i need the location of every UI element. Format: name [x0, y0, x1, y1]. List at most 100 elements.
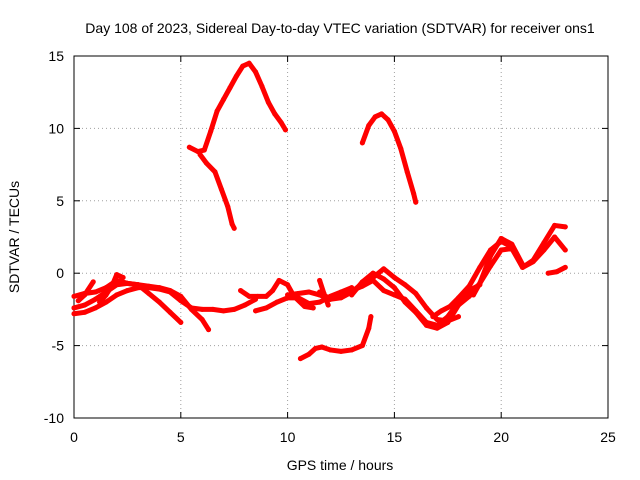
data-point — [214, 108, 220, 114]
data-point — [498, 235, 504, 241]
data-point — [146, 285, 152, 291]
data-point — [167, 309, 173, 315]
series-arc-p — [186, 60, 288, 155]
data-point — [306, 351, 312, 357]
data-point — [325, 302, 331, 308]
data-point — [285, 282, 291, 288]
data-point — [338, 348, 344, 354]
data-point — [188, 305, 194, 311]
data-point — [255, 293, 261, 299]
data-point — [466, 293, 472, 299]
series-line — [238, 277, 316, 311]
y-tick-label: 15 — [48, 48, 64, 64]
series-arc-o — [297, 314, 374, 362]
data-point — [398, 146, 404, 152]
data-point — [477, 280, 483, 286]
data-point — [391, 285, 397, 291]
data-point — [359, 279, 365, 285]
data-point — [186, 144, 192, 150]
data-point — [438, 308, 444, 314]
data-point — [385, 117, 391, 123]
data-point — [368, 314, 374, 320]
data-point — [321, 290, 327, 296]
data-point — [270, 288, 276, 294]
data-point — [302, 304, 308, 310]
data-point — [272, 111, 278, 117]
x-tick-label: 0 — [70, 429, 78, 445]
data-point — [404, 169, 410, 175]
data-point — [319, 344, 325, 350]
data-point — [92, 296, 98, 302]
data-point — [263, 305, 269, 311]
series-line — [359, 111, 419, 205]
data-point — [295, 295, 301, 301]
data-point — [71, 305, 77, 311]
data-point — [554, 269, 560, 275]
data-point — [317, 299, 323, 305]
data-point — [210, 306, 216, 312]
data-point — [520, 262, 526, 268]
data-point — [278, 120, 284, 126]
data-point — [306, 289, 312, 295]
series-line — [197, 151, 237, 231]
chart-title: Day 108 of 2023, Sidereal Day-to-day VTE… — [85, 20, 595, 36]
data-point — [242, 302, 248, 308]
series-arc-q — [197, 151, 237, 231]
data-point — [413, 290, 419, 296]
data-point — [206, 327, 212, 333]
data-point — [466, 283, 472, 289]
data-point — [225, 204, 231, 210]
data-point — [488, 253, 494, 259]
series-arc-k — [317, 277, 331, 308]
data-point — [552, 222, 558, 228]
data-point — [231, 225, 237, 231]
data-point — [545, 270, 551, 276]
data-point — [238, 288, 244, 294]
data-point — [295, 290, 301, 296]
data-point — [146, 290, 152, 296]
data-point — [135, 285, 141, 291]
y-tick-label: 10 — [48, 120, 64, 136]
data-point — [310, 305, 316, 311]
y-tick-label: 5 — [56, 193, 64, 209]
data-point — [470, 292, 476, 298]
data-point — [306, 301, 312, 307]
data-point — [349, 292, 355, 298]
data-point — [434, 325, 440, 331]
data-point — [455, 314, 461, 320]
y-axis-label: SDTVAR / TECUs — [6, 181, 22, 293]
data-point — [379, 111, 385, 117]
data-point — [359, 140, 365, 146]
data-point — [103, 292, 109, 298]
x-tick-label: 10 — [280, 429, 296, 445]
data-point — [455, 302, 461, 308]
data-point — [413, 199, 419, 205]
data-point — [402, 299, 408, 305]
data-point — [447, 304, 453, 310]
data-point — [423, 305, 429, 311]
data-point — [92, 305, 98, 311]
data-point — [285, 292, 291, 298]
data-point — [71, 293, 77, 299]
data-point — [562, 264, 568, 270]
grid-lines — [74, 56, 608, 418]
data-point — [221, 96, 227, 102]
data-point — [276, 277, 282, 283]
series-arc-d — [75, 279, 96, 304]
x-tick-label: 20 — [493, 429, 509, 445]
data-point — [75, 298, 81, 304]
data-point — [391, 128, 397, 134]
data-point — [430, 314, 436, 320]
data-point — [381, 266, 387, 272]
data-point — [199, 317, 205, 323]
data-point — [413, 309, 419, 315]
data-point — [114, 292, 120, 298]
data-point — [263, 293, 269, 299]
plot-frame — [73, 55, 609, 419]
data-point — [562, 224, 568, 230]
data-point — [212, 169, 218, 175]
x-axis-ticks: 0 5 10 15 20 25 — [70, 56, 616, 445]
data-point — [82, 309, 88, 315]
series-line — [297, 314, 374, 362]
